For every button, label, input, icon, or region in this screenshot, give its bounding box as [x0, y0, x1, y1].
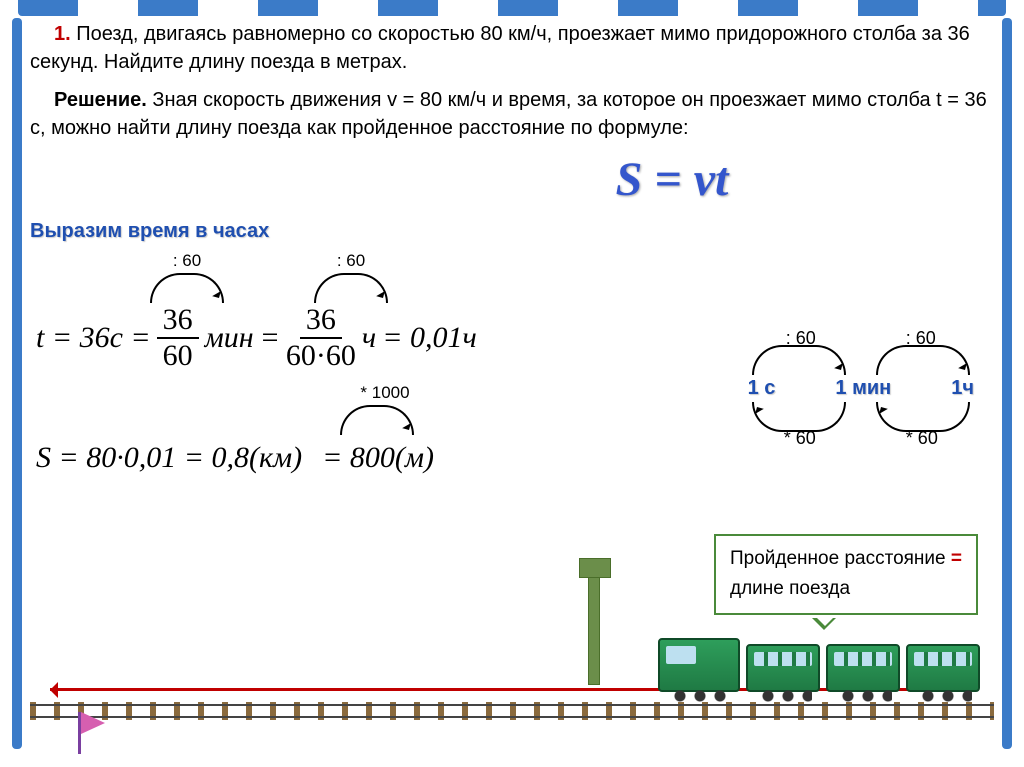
- main-formula: S = vt: [350, 146, 994, 213]
- t-lhs: t = 36c =: [36, 317, 151, 359]
- rail-track: [30, 702, 994, 720]
- arc-row-top: : 60 : 60: [150, 249, 994, 303]
- train-icon: [658, 644, 980, 692]
- chain-node-sec: 1 с: [748, 377, 776, 400]
- decor-border-right: [1002, 18, 1012, 749]
- chain-node-min: 1 мин: [835, 377, 891, 400]
- callout-line2: длине поезда: [730, 578, 850, 599]
- problem-number: 1.: [54, 23, 71, 45]
- chain-arc-bot-2: [876, 402, 970, 432]
- arc-1: [150, 273, 224, 303]
- t-result: = 0,01ч: [382, 317, 477, 359]
- arc-label-2: : 60: [314, 249, 388, 273]
- decor-border-left: [12, 18, 22, 749]
- train-car: [906, 644, 980, 692]
- arc-mul1000-wrap: * 1000: [340, 381, 430, 435]
- callout-tail: [812, 618, 836, 642]
- solution-label: Решение.: [54, 89, 147, 111]
- arc-3: [340, 405, 414, 435]
- unit-min: мин: [205, 317, 254, 359]
- chain-arc-top-1: [752, 345, 846, 375]
- time-conversion-chain: : 60 : 60 1 с 1 мин 1ч * 60 * 60: [748, 328, 974, 449]
- pole-icon: [588, 575, 600, 685]
- train-car: [826, 644, 900, 692]
- solution-body: Зная скорость движения v = 80 км/ч и вре…: [30, 89, 987, 139]
- problem-text: 1. Поезд, двигаясь равномерно со скорост…: [30, 20, 994, 76]
- frac-2: 36 60·60: [286, 305, 356, 371]
- arc-2: [314, 273, 388, 303]
- frac-1: 36 60: [157, 305, 199, 371]
- flag-icon: [78, 712, 81, 754]
- decor-border-top: [18, 0, 1006, 16]
- callout-box: Пройденное расстояние = длине поезда: [714, 534, 978, 615]
- callout-equals: =: [951, 548, 962, 569]
- train-car: [746, 644, 820, 692]
- callout-line1: Пройденное расстояние: [730, 548, 946, 569]
- express-time-heading: Выразим время в часах: [30, 217, 994, 245]
- s-rhs: = 800(м): [322, 437, 434, 479]
- problem-body: Поезд, двигаясь равномерно со скоростью …: [30, 23, 970, 73]
- s-lhs: S = 80·0,01 = 0,8(км): [36, 437, 302, 479]
- unit-hour: ч: [362, 317, 376, 359]
- solution-text: Решение. Зная скорость движения v = 80 к…: [30, 86, 994, 142]
- locomotive: [658, 638, 740, 692]
- chain-arc-top-2: [876, 345, 970, 375]
- arc-label-3: * 1000: [340, 381, 430, 405]
- chain-arc-bot-1: [752, 402, 846, 432]
- arc-label-1: : 60: [150, 249, 224, 273]
- chain-node-hour: 1ч: [951, 377, 974, 400]
